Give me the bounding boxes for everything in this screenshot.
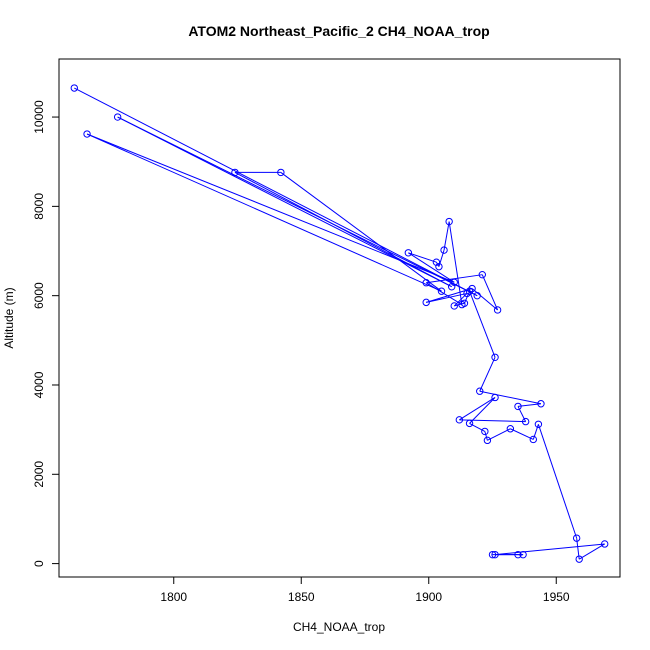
data-point — [572, 534, 581, 542]
data-point — [277, 168, 285, 177]
series-line-segment — [280, 172, 442, 292]
series-line-segment — [479, 390, 542, 405]
series-line-segment — [234, 171, 452, 288]
data-point — [521, 417, 530, 426]
data-point — [231, 168, 239, 177]
series-line-segment — [532, 424, 539, 440]
data-point — [70, 84, 79, 92]
y-tick-label: 6000 — [32, 282, 46, 309]
series-line-segment — [578, 543, 605, 560]
series-line-segment — [74, 87, 478, 297]
data-point — [422, 279, 430, 287]
y-tick-label: 0 — [32, 560, 46, 567]
data-point — [465, 287, 474, 295]
series-line-segment — [454, 302, 465, 307]
data-point — [460, 299, 469, 307]
data-point — [491, 393, 499, 402]
x-tick-label: 1800 — [160, 590, 187, 604]
data-point — [519, 550, 527, 559]
data-point — [113, 113, 122, 121]
data-point — [491, 353, 499, 361]
series-layer — [70, 84, 609, 563]
series-line-segment — [495, 543, 605, 556]
data-point — [445, 217, 453, 226]
data-point — [601, 540, 609, 548]
series-line-segment — [435, 261, 440, 267]
series-line-segment — [481, 274, 499, 311]
data-point — [529, 435, 537, 444]
data-point — [476, 387, 484, 395]
data-point — [506, 425, 515, 433]
y-axis-label: Altitude (m) — [2, 287, 16, 348]
series-line-segment — [443, 221, 450, 251]
data-point — [440, 246, 448, 254]
data-point — [534, 420, 543, 428]
series-line-segment — [408, 252, 455, 283]
series-line-segment — [479, 357, 496, 392]
series-line-segment — [537, 424, 578, 539]
series-line-segment — [510, 428, 534, 440]
x-axis-label: CH4_NOAA_trop — [293, 620, 385, 634]
y-tick-label: 4000 — [32, 371, 46, 398]
series-line-segment — [117, 116, 478, 297]
series-line-segment — [86, 133, 442, 292]
data-point — [473, 291, 481, 300]
data-point — [450, 302, 458, 310]
data-point — [478, 270, 486, 279]
series-line-segment — [448, 221, 463, 305]
y-tick-label: 2000 — [32, 461, 46, 488]
data-point — [488, 550, 497, 559]
data-point — [493, 306, 502, 314]
data-point — [514, 550, 522, 559]
series-line-segment — [408, 252, 437, 263]
data-point — [483, 436, 492, 445]
series-line-segment — [517, 403, 542, 407]
data-point — [481, 427, 489, 436]
data-point — [537, 400, 545, 408]
series-line-segment — [517, 406, 527, 422]
x-tick-label: 1850 — [288, 590, 315, 604]
data-point — [575, 555, 583, 563]
data-point — [463, 289, 471, 298]
data-point — [465, 419, 474, 428]
data-point — [435, 262, 443, 271]
series-line-segment — [463, 291, 471, 304]
x-tick-label: 1900 — [415, 590, 442, 604]
y-tick-label: 8000 — [32, 193, 46, 220]
series-line-segment — [459, 397, 496, 421]
plot-frame — [58, 58, 621, 578]
y-tick-label: 10000 — [32, 100, 46, 134]
series-line-segment — [426, 292, 468, 303]
data-point — [83, 130, 91, 138]
y-axis: 0 2000 4000 6000 8000 10000 — [32, 100, 60, 567]
data-point — [491, 550, 499, 559]
data-point — [404, 249, 413, 257]
x-axis: 1800 1850 1900 1950 — [160, 576, 570, 604]
chart-title: ATOM2 Northeast_Pacific_2 CH4_NOAA_trop — [188, 23, 489, 39]
x-tick-label: 1950 — [543, 590, 570, 604]
data-point — [422, 298, 430, 307]
data-point — [437, 287, 446, 295]
series-line-segment — [487, 428, 511, 441]
series-line-segment — [484, 431, 488, 441]
series-line-segment — [86, 133, 455, 283]
series-line-segment — [469, 397, 496, 424]
data-point — [450, 278, 458, 286]
data-point — [455, 416, 464, 424]
series-line-segment — [469, 291, 496, 358]
series-line-segment — [469, 422, 486, 432]
data-point — [514, 402, 522, 411]
